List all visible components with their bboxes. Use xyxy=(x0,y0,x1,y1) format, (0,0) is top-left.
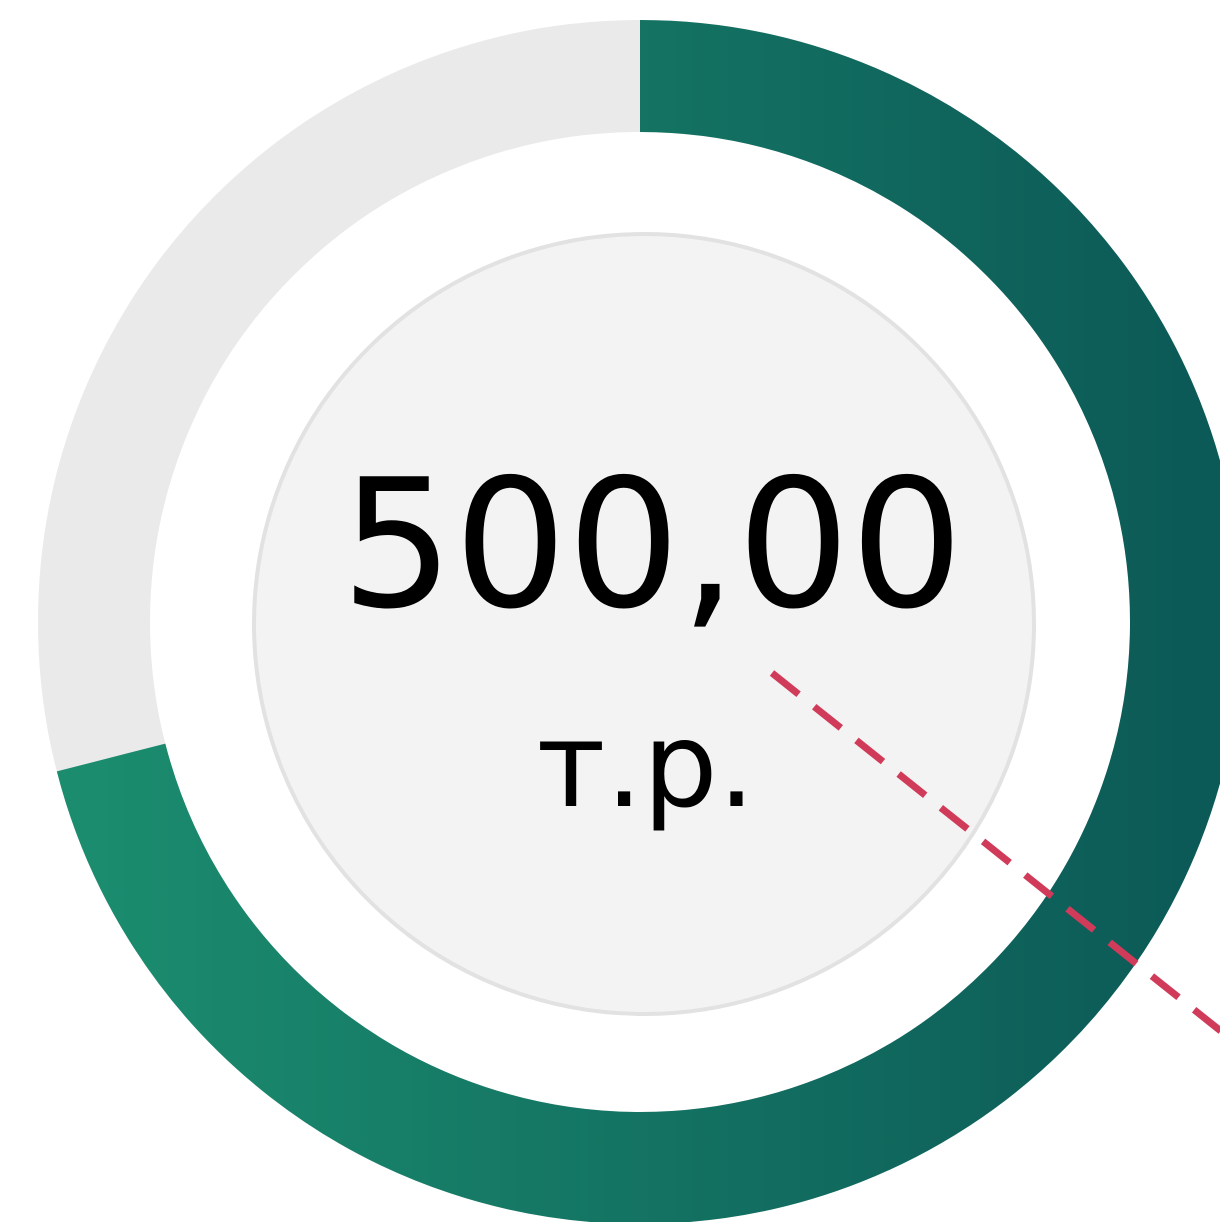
inner-disc xyxy=(252,232,1036,1016)
pointer-line xyxy=(769,670,1220,1035)
unit: т.р. xyxy=(537,696,756,834)
amount: 500,00 xyxy=(341,441,964,648)
progress-arc xyxy=(38,20,1220,1222)
